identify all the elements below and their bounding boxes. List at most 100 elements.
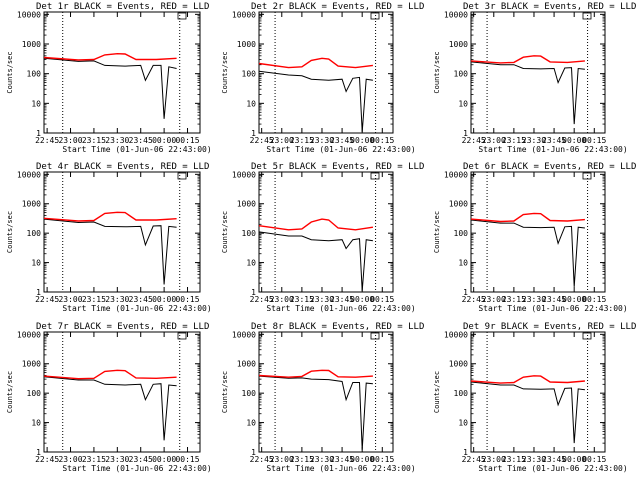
x-tick-label: 22:45: [35, 455, 59, 464]
y-tick-label: 10: [246, 419, 256, 428]
x-tick-label: 22:45: [462, 295, 486, 304]
chart-panel-2: Det 2r BLACK = Events, RED = LLD 1 10 100 10…: [221, 2, 424, 154]
y-tick-label: 1000: [237, 360, 256, 369]
x-tick-label: 23:00: [58, 136, 82, 145]
x-tick-label: 23:15: [290, 455, 314, 464]
y-tick-label: 1000: [449, 360, 468, 369]
y-tick-label: 10000: [17, 170, 41, 179]
y-tick-label: 10: [31, 259, 41, 268]
y-tick-label: 100: [242, 70, 257, 79]
x-tick-label: 23:30: [310, 136, 334, 145]
plot-frame: [258, 171, 394, 293]
chart-panel-1: Det 1r BLACK = Events, RED = LLD 1 10 100 10…: [6, 2, 212, 154]
x-tick-label: 22:45: [250, 455, 274, 464]
y-tick-label: 1: [36, 129, 41, 138]
series-events-line: [470, 219, 585, 287]
y-tick-label: 1: [463, 288, 468, 297]
y-tick-label: 1: [251, 448, 256, 457]
legend-box: [370, 332, 380, 340]
x-axis-label: Start Time (01-Jun-06 22:43:00): [266, 304, 415, 313]
legend-box: [370, 12, 380, 20]
x-tick-label: 23:15: [290, 295, 314, 304]
x-tick-label: 23:15: [502, 295, 526, 304]
y-tick-label: 10000: [444, 330, 468, 339]
x-tick-label: 23:45: [542, 455, 566, 464]
y-tick-label: 10000: [232, 330, 256, 339]
chart-panel-5: Det 5r BLACK = Events, RED = LLD 1 10 100 10…: [221, 162, 424, 313]
y-tick-label: 100: [27, 389, 42, 398]
x-tick-label: 00:00: [562, 455, 586, 464]
y-axis-label: Counts/sec: [6, 211, 14, 253]
x-tick-label: 22:45: [462, 136, 486, 145]
y-axis-label: Counts/sec: [221, 211, 229, 253]
y-tick-label: 100: [454, 389, 469, 398]
y-tick-label: 1000: [449, 40, 468, 49]
x-tick-label: 00:15: [175, 455, 199, 464]
x-tick-label: 23:15: [502, 455, 526, 464]
x-tick-label: 23:30: [522, 455, 546, 464]
x-tick-label: 23:30: [310, 295, 334, 304]
y-tick-label: 1: [36, 448, 41, 457]
x-axis-label: Start Time (01-Jun-06 22:43:00): [478, 464, 627, 473]
y-tick-label: 10000: [232, 170, 256, 179]
x-tick-label: 23:45: [330, 455, 354, 464]
chart-title: Det 2r BLACK = Events, RED = LLD: [251, 2, 424, 12]
chart-panel-8: Det 8r BLACK = Events, RED = LLD 1 10 100 10…: [221, 322, 424, 473]
chart-panel-7: Det 7r BLACK = Events, RED = LLD 1 10 100 10…: [6, 322, 212, 473]
chart-title: Det 3r BLACK = Events, RED = LLD: [463, 2, 636, 12]
y-tick-label: 100: [454, 70, 469, 79]
chart-panel-4: Det 4r BLACK = Events, RED = LLD 1 10 100 10…: [6, 162, 212, 313]
y-axis-label: Counts/sec: [221, 371, 229, 413]
x-tick-label: 00:15: [582, 136, 606, 145]
plot-frame: [470, 11, 606, 134]
y-tick-label: 10000: [232, 10, 256, 19]
series-lld-line: [43, 211, 177, 222]
x-tick-label: 00:15: [582, 455, 606, 464]
x-tick-label: 00:00: [152, 455, 176, 464]
series-events-line: [258, 70, 373, 132]
plot-frame: [43, 331, 201, 453]
x-tick-label: 00:15: [175, 295, 199, 304]
x-tick-label: 23:45: [129, 136, 153, 145]
y-tick-label: 1000: [237, 40, 256, 49]
chart-title: Det 1r BLACK = Events, RED = LLD: [36, 2, 209, 12]
y-tick-label: 1: [463, 129, 468, 138]
y-tick-label: 10000: [17, 10, 41, 19]
legend-box: [370, 172, 380, 180]
legend-box: [177, 172, 187, 180]
x-tick-label: 23:00: [482, 455, 506, 464]
series-lld-line: [43, 369, 177, 380]
plot-frame: [43, 11, 201, 134]
chart-title: Det 7r BLACK = Events, RED = LLD: [36, 322, 209, 332]
x-tick-label: 22:45: [462, 455, 486, 464]
y-axis-label: Counts/sec: [433, 51, 441, 93]
y-tick-label: 1: [251, 288, 256, 297]
x-tick-label: 23:15: [290, 136, 314, 145]
x-tick-label: 23:30: [105, 295, 129, 304]
x-tick-label: 22:45: [250, 136, 274, 145]
x-tick-label: 23:00: [270, 295, 294, 304]
series-lld-line: [470, 375, 585, 384]
legend-box: [177, 12, 187, 20]
series-events-line: [470, 61, 585, 125]
x-tick-label: 23:45: [542, 136, 566, 145]
y-tick-label: 1000: [22, 200, 41, 209]
chart-title: Det 5r BLACK = Events, RED = LLD: [251, 162, 424, 172]
x-tick-label: 23:00: [482, 295, 506, 304]
x-tick-label: 23:00: [482, 136, 506, 145]
plot-frame: [43, 171, 201, 293]
series-events-line: [43, 218, 177, 285]
y-axis-label: Counts/sec: [433, 371, 441, 413]
series-events-line: [43, 57, 177, 119]
y-tick-label: 1: [251, 129, 256, 138]
x-tick-label: 23:15: [82, 455, 106, 464]
x-tick-label: 23:30: [105, 136, 129, 145]
x-axis-label: Start Time (01-Jun-06 22:43:00): [62, 145, 211, 154]
plot-frame: [258, 11, 394, 134]
x-tick-label: 23:00: [58, 455, 82, 464]
x-axis-label: Start Time (01-Jun-06 22:43:00): [266, 464, 415, 473]
y-tick-label: 10: [246, 99, 256, 108]
chart-title: Det 9r BLACK = Events, RED = LLD: [463, 322, 636, 332]
x-tick-label: 23:45: [129, 455, 153, 464]
